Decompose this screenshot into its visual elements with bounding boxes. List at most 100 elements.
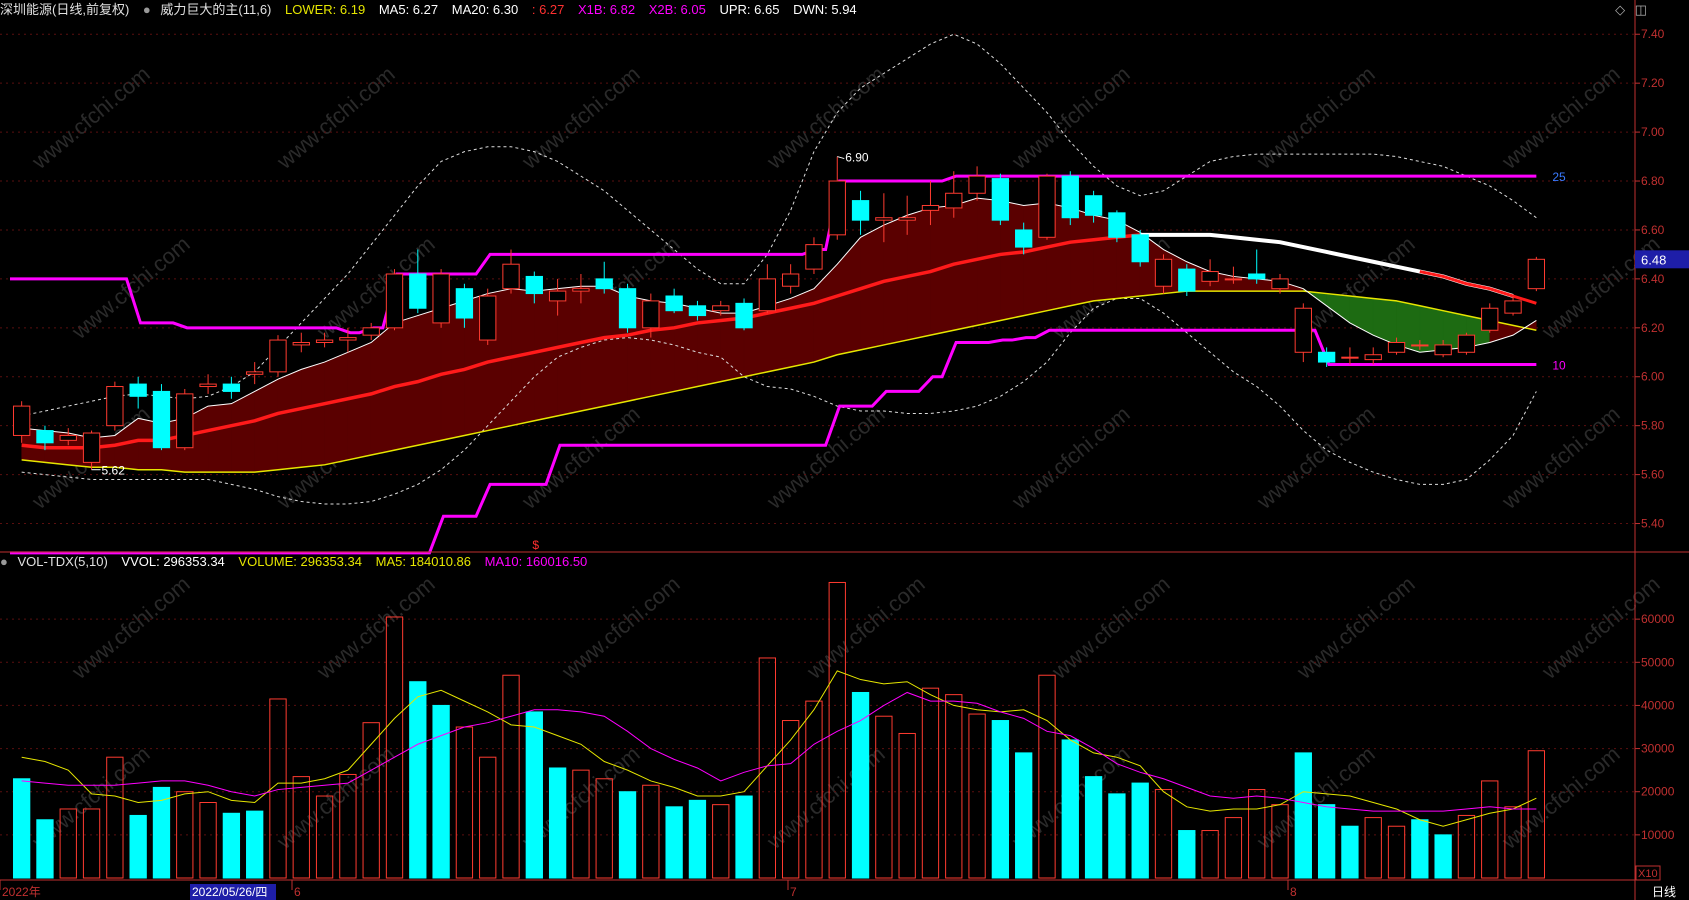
- volume-bar: [595, 778, 613, 879]
- x2b-value: X2B: 6.05: [648, 2, 706, 17]
- watermark-text: www.cfchi.com: [1006, 401, 1134, 514]
- volume-bar: [362, 722, 380, 879]
- candle: [339, 327, 357, 353]
- volume-bar: [152, 786, 171, 879]
- candle: [385, 269, 404, 331]
- candle: [12, 401, 31, 443]
- candle: [1015, 222, 1033, 255]
- candle: [735, 298, 753, 331]
- candle-body: [269, 339, 287, 373]
- candle-body: [246, 371, 264, 375]
- candle: [199, 374, 217, 394]
- volume-bar: [1317, 804, 1336, 879]
- x10-label: X10: [1638, 868, 1658, 880]
- volume-bar: [1434, 834, 1452, 879]
- cloud-segment: [231, 391, 255, 473]
- candle-body: [1317, 351, 1336, 363]
- candle-body: [1248, 273, 1266, 280]
- cloud-segment: [254, 378, 279, 473]
- candle-body: [781, 273, 800, 287]
- indicator-toggle-icon[interactable]: ●: [142, 2, 151, 17]
- candle: [1038, 173, 1056, 240]
- candle: [129, 376, 147, 409]
- candle-body: [665, 295, 683, 312]
- candle: [875, 193, 893, 243]
- volume-bar: [1015, 752, 1033, 879]
- lower-value: LOWER: 6.19: [285, 2, 366, 17]
- watermark-text: www.cfchi.com: [1006, 61, 1134, 174]
- candle-body: [548, 290, 567, 302]
- volume-bar: [1131, 782, 1149, 879]
- volume-bar: [618, 791, 637, 879]
- volume-panel-header: ● VOL-TDX(5,10) VVOL: 296353.34 VOLUME: …: [0, 552, 597, 572]
- candle-body: [1387, 341, 1406, 353]
- x-label-selected-bg: [190, 884, 276, 900]
- candle-body: [991, 178, 1010, 221]
- candle: [1061, 171, 1079, 226]
- price-panel-header: 深圳能源(日线,前复权) ● 威力巨大的主(11,6) LOWER: 6.19 …: [0, 0, 867, 20]
- candle: [152, 384, 171, 451]
- candle: [502, 249, 520, 294]
- ma60-line: [21, 290, 1537, 473]
- watermark-text: www.cfchi.com: [761, 401, 889, 514]
- candle: [688, 300, 707, 321]
- volume-bar: [12, 778, 31, 879]
- volume-bar: [409, 681, 427, 879]
- vol-ma10-value: MA10: 160016.50: [484, 554, 588, 569]
- candle-body: [152, 390, 171, 449]
- volume-bar: [688, 799, 707, 879]
- candle-body: [432, 273, 450, 324]
- candle-body: [1364, 354, 1382, 361]
- candle: [269, 335, 287, 377]
- diamond-icon[interactable]: ◇: [1615, 2, 1626, 17]
- watermark-text: www.cfchi.com: [26, 61, 154, 174]
- cloud-segment: [673, 303, 698, 392]
- candle-body: [1341, 356, 1359, 359]
- volume-bar: [315, 795, 334, 879]
- period-label: 日线: [1652, 885, 1676, 899]
- candle-body: [1154, 258, 1173, 287]
- candle-body: [968, 175, 986, 194]
- current-price-tag-bg: [1635, 250, 1689, 269]
- window-icon[interactable]: ◫: [1634, 2, 1647, 17]
- vol-ma5-value: MA5: 184010.86: [375, 554, 472, 569]
- candle: [828, 156, 846, 240]
- volume-bar: [548, 767, 567, 879]
- volume-bar: [1364, 817, 1382, 879]
- volume-bar: [1038, 674, 1056, 879]
- volume-toggle-icon[interactable]: ●: [0, 554, 8, 569]
- candle-body: [642, 300, 660, 329]
- watermark-text: www.cfchi.com: [271, 741, 399, 854]
- volume-bar: [968, 713, 986, 879]
- candle: [991, 173, 1010, 226]
- candle-body: [292, 341, 310, 346]
- vol-indicator-name[interactable]: VOL-TDX(5,10): [17, 554, 108, 569]
- band-top-label: 25: [1552, 170, 1566, 184]
- x1b-value: X1B: 6.82: [578, 2, 636, 17]
- watermark-text: www.cfchi.com: [1251, 401, 1379, 514]
- volume-bar: [36, 819, 54, 879]
- stock-name[interactable]: 深圳能源(日线,前复权): [0, 2, 130, 17]
- vol-ma10-line: [21, 691, 1537, 812]
- volume-bar: [502, 674, 520, 879]
- price-tick-label: 6.00: [1641, 370, 1665, 384]
- candle-body: [525, 275, 543, 295]
- volume-bar: [246, 810, 264, 879]
- cloud-segment: [277, 369, 302, 470]
- candle-body: [409, 273, 427, 309]
- cloud-segment: [534, 288, 558, 422]
- volume-bars: [12, 581, 1546, 879]
- low-label: 5.62: [102, 464, 126, 478]
- volume-bar: [642, 784, 660, 879]
- candle: [432, 269, 450, 328]
- candle: [455, 283, 474, 328]
- candle: [1248, 249, 1266, 284]
- volume-bar: [455, 726, 474, 879]
- candle: [665, 288, 683, 314]
- candle-body: [735, 302, 753, 329]
- indicator-name[interactable]: 威力巨大的主(11,6): [160, 2, 272, 17]
- volume-tick-label: 30000: [1641, 742, 1675, 756]
- x10-box: [1635, 865, 1661, 881]
